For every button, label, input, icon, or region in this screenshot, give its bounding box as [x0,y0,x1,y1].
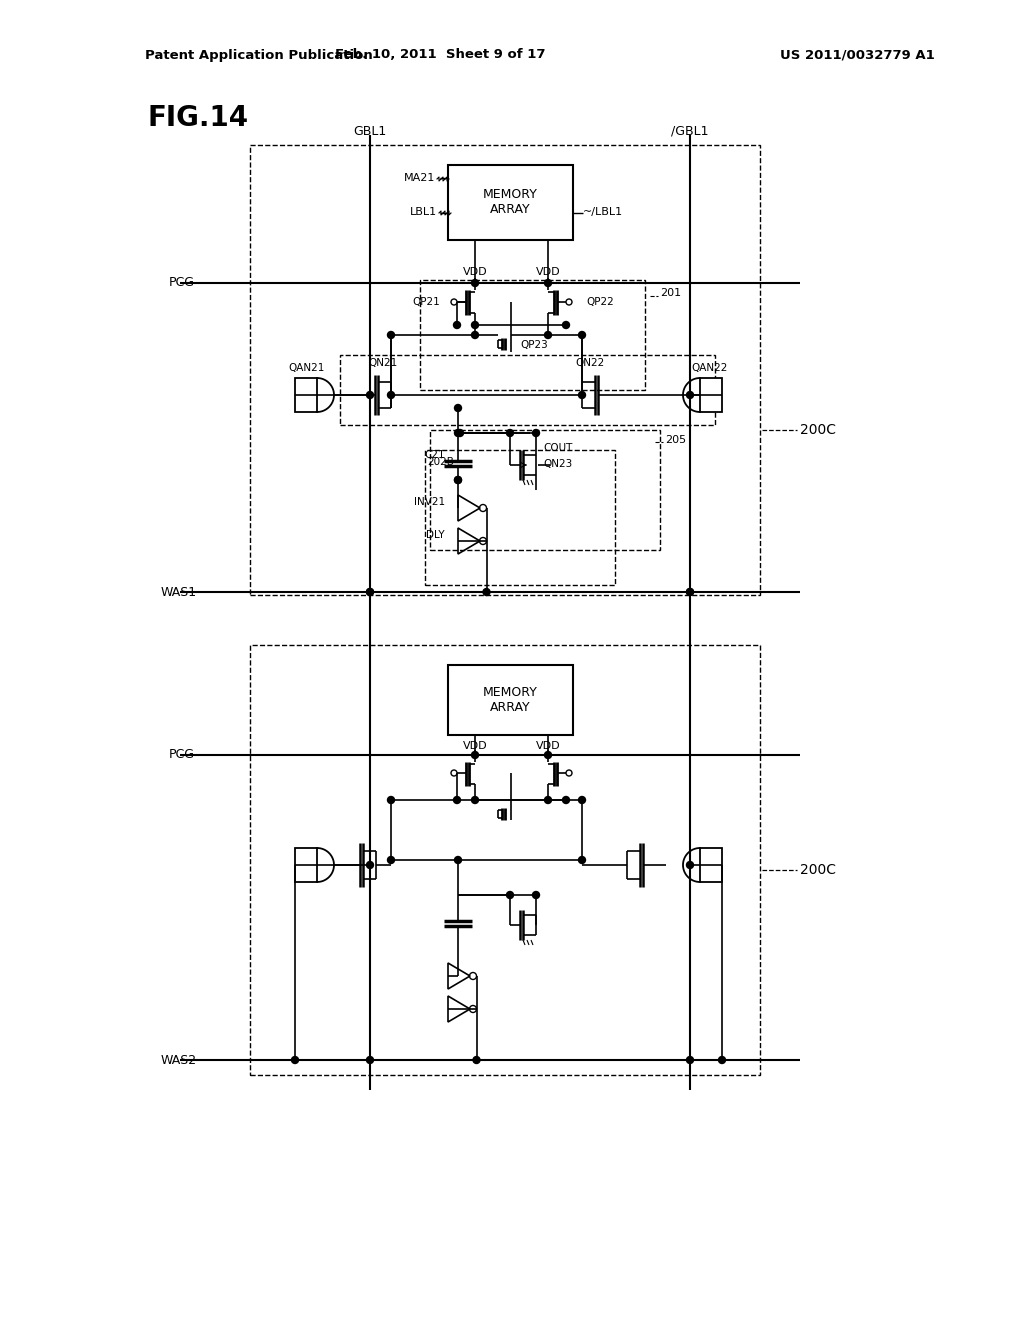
Circle shape [545,331,552,338]
Text: PCG: PCG [169,276,195,289]
Bar [700,378,722,412]
Text: QP21: QP21 [413,297,440,308]
Text: 200C: 200C [800,422,836,437]
Text: Patent Application Publication: Patent Application Publication [145,49,373,62]
Bar [449,665,573,735]
Circle shape [457,429,464,437]
Circle shape [579,857,586,863]
Circle shape [292,1056,299,1064]
Circle shape [686,589,693,595]
Text: INV21: INV21 [414,498,445,507]
Text: DLY: DLY [426,531,445,540]
Circle shape [387,796,394,804]
Bar [420,280,645,389]
Text: Feb. 10, 2011  Sheet 9 of 17: Feb. 10, 2011 Sheet 9 of 17 [335,49,545,62]
Text: COUT: COUT [543,444,572,453]
Circle shape [507,429,513,437]
Circle shape [367,392,374,399]
Circle shape [455,477,462,483]
Text: VDD: VDD [463,267,487,277]
Circle shape [455,429,462,437]
Text: QN23: QN23 [543,459,572,469]
Text: QP22: QP22 [586,297,613,308]
Text: PCG: PCG [169,748,195,762]
Circle shape [367,862,374,869]
Circle shape [579,796,586,804]
Circle shape [507,891,513,899]
Text: 201: 201 [660,288,681,298]
Circle shape [473,1056,480,1064]
Circle shape [562,796,569,804]
Bar [295,847,317,882]
Text: VDD: VDD [463,741,487,751]
Bar [295,378,317,412]
Circle shape [471,796,478,804]
Circle shape [686,1056,693,1064]
Text: QN21: QN21 [369,358,397,368]
Text: LBL1: LBL1 [410,207,437,216]
Circle shape [367,589,374,595]
Circle shape [686,589,693,595]
Bar [449,165,573,240]
Text: QAN21: QAN21 [289,363,326,374]
Text: 205: 205 [665,436,686,445]
Circle shape [545,796,552,804]
Circle shape [387,857,394,863]
Circle shape [545,280,552,286]
Bar [250,145,760,595]
Text: WAS2: WAS2 [161,1053,197,1067]
Circle shape [455,857,462,863]
Text: QN22: QN22 [575,358,604,368]
Bar [700,847,722,882]
Circle shape [367,1056,374,1064]
Text: ~/LBL1: ~/LBL1 [583,207,624,216]
Circle shape [579,392,586,399]
Circle shape [387,331,394,338]
Text: VDD: VDD [536,741,560,751]
Circle shape [532,429,540,437]
Circle shape [471,751,478,759]
Text: MA21: MA21 [403,173,435,183]
Circle shape [471,331,478,338]
Text: MEMORY
ARRAY: MEMORY ARRAY [482,686,538,714]
Circle shape [454,322,461,329]
Circle shape [686,392,693,399]
Text: C21: C21 [424,450,445,459]
Text: QAN22: QAN22 [692,363,728,374]
Circle shape [471,280,478,286]
Bar [340,355,715,425]
Bar [250,645,760,1074]
Text: 202B: 202B [427,457,454,467]
Circle shape [545,751,552,759]
Circle shape [454,796,461,804]
Circle shape [387,392,394,399]
Text: WAS1: WAS1 [161,586,197,598]
Text: /GBL1: /GBL1 [672,125,709,139]
Text: US 2011/0032779 A1: US 2011/0032779 A1 [780,49,935,62]
Circle shape [367,589,374,595]
Circle shape [579,331,586,338]
Text: MEMORY
ARRAY: MEMORY ARRAY [482,187,538,216]
Text: GBL1: GBL1 [353,125,387,139]
Circle shape [532,891,540,899]
Text: 200C: 200C [800,863,836,876]
Text: QP23: QP23 [520,341,548,350]
Circle shape [455,477,462,483]
Circle shape [562,322,569,329]
Text: FIG.14: FIG.14 [148,104,249,132]
Bar [425,450,615,585]
Circle shape [686,862,693,869]
Circle shape [483,589,490,595]
Bar [430,430,660,550]
Circle shape [455,404,462,412]
Text: VDD: VDD [536,267,560,277]
Circle shape [471,322,478,329]
Circle shape [719,1056,725,1064]
